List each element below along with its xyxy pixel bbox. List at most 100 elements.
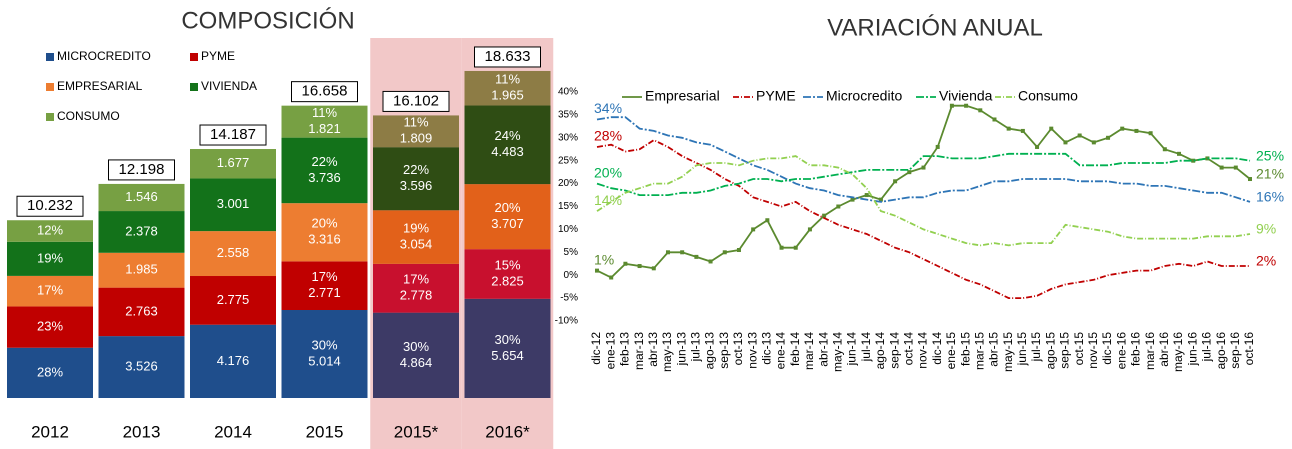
share-label: 17% [403, 272, 429, 287]
point-marker [1063, 140, 1068, 145]
point-marker [907, 170, 912, 175]
value-label: 4.483 [491, 144, 524, 159]
total-box [291, 81, 358, 103]
value-label: 3.707 [491, 216, 524, 231]
bar-segment [190, 324, 276, 398]
bar-segment [464, 249, 551, 299]
value-label: 4.864 [400, 355, 433, 370]
value-label: 2.763 [125, 303, 158, 318]
x-tick-label: jun-16 [1185, 332, 1199, 367]
share-label: 30% [403, 339, 429, 354]
value-label: 3.054 [400, 237, 433, 252]
value-label: 2.825 [491, 273, 524, 288]
share-label: 19% [37, 250, 63, 265]
line-title: VARIACIÓN ANUAL [827, 14, 1043, 41]
share-label: 15% [494, 257, 520, 272]
y-tick-label: 30% [558, 132, 578, 143]
bar-segment [98, 211, 185, 253]
point-marker [1162, 147, 1167, 152]
point-marker [637, 264, 642, 269]
bar-segment [373, 115, 459, 148]
legend-label: MICROCREDITO [57, 49, 151, 63]
x-tick-label: oct-16 [1242, 332, 1256, 366]
bar-segment [281, 310, 368, 398]
x-tick-label: mar-16 [1143, 332, 1157, 370]
series-line [596, 116, 1251, 203]
x-tick-label: dic-13 [760, 332, 774, 365]
value-label: 1.821 [308, 121, 341, 136]
legend-swatch [46, 113, 54, 121]
share-label: 20% [494, 200, 520, 215]
x-tick-label: sep-15 [1058, 332, 1072, 369]
category-label: 2016* [485, 422, 530, 441]
bar-segment [464, 70, 551, 106]
bar-segment [464, 105, 551, 185]
point-marker [864, 193, 869, 198]
share-label: 24% [494, 128, 520, 143]
point-marker [1177, 151, 1182, 156]
end-label: 21% [1256, 166, 1284, 182]
total-label: 14.187 [210, 126, 256, 143]
point-marker [623, 261, 628, 266]
point-marker [736, 248, 741, 253]
point-marker [949, 103, 954, 108]
point-marker [1020, 128, 1025, 133]
bar-segment [98, 336, 185, 398]
x-tick-label: oct-13 [731, 332, 745, 366]
bar-segment [281, 261, 368, 311]
point-marker [992, 117, 997, 122]
end-label: 28% [594, 128, 622, 144]
x-tick-label: jul-15 [1029, 332, 1043, 363]
point-marker [1120, 126, 1125, 131]
legend-swatch [190, 83, 198, 91]
point-marker [1006, 126, 1011, 131]
y-tick-label: -10% [555, 316, 578, 327]
x-tick-label: abr-15 [987, 332, 1001, 367]
value-label: 1.809 [400, 131, 433, 146]
x-tick-label: mar-13 [632, 332, 646, 370]
point-marker [779, 245, 784, 250]
x-tick-label: nov-13 [745, 332, 759, 369]
x-tick-label: ene-14 [774, 332, 788, 370]
value-label: 1.965 [491, 88, 524, 103]
x-tick-label: mar-14 [802, 332, 816, 370]
end-label: 16% [1256, 189, 1284, 205]
end-label: 9% [1256, 221, 1276, 237]
legend-label: CONSUMO [57, 109, 120, 123]
share-label: 17% [37, 283, 63, 298]
x-tick-label: may-14 [830, 332, 844, 372]
x-tick-label: dic-12 [589, 332, 603, 365]
bar-segment [281, 203, 368, 262]
share-label: 11% [312, 105, 337, 120]
value-label: 1.546 [125, 189, 158, 204]
value-label: 2.558 [217, 245, 250, 260]
point-marker [1091, 140, 1096, 145]
legend-swatch [46, 53, 54, 61]
category-label: 2012 [31, 422, 69, 441]
point-marker [836, 204, 841, 209]
x-tick-label: dic-15 [1100, 332, 1114, 365]
point-marker [921, 165, 926, 170]
point-marker [793, 245, 798, 250]
x-tick-label: nov-14 [916, 332, 930, 369]
legend-label: PYME [756, 88, 796, 104]
value-label: 2.775 [217, 292, 250, 307]
x-tick-label: jul-16 [1200, 332, 1214, 363]
end-label: 25% [1256, 147, 1284, 163]
x-tick-label: may-13 [660, 332, 674, 372]
share-label: 30% [311, 337, 337, 352]
point-marker [751, 227, 756, 232]
series-line [596, 155, 1251, 247]
y-tick-label: 25% [558, 155, 578, 166]
bar-segment [190, 178, 276, 232]
x-tick-label: feb-13 [618, 332, 632, 366]
point-marker [1191, 158, 1196, 163]
x-tick-label: jun-15 [1015, 332, 1029, 367]
legend-label: Empresarial [645, 88, 720, 104]
x-tick-label: sep-16 [1228, 332, 1242, 369]
x-tick-label: jun-13 [674, 332, 688, 367]
bar-segment [98, 252, 185, 288]
bar-segment [190, 231, 276, 277]
share-label: 28% [37, 364, 63, 379]
